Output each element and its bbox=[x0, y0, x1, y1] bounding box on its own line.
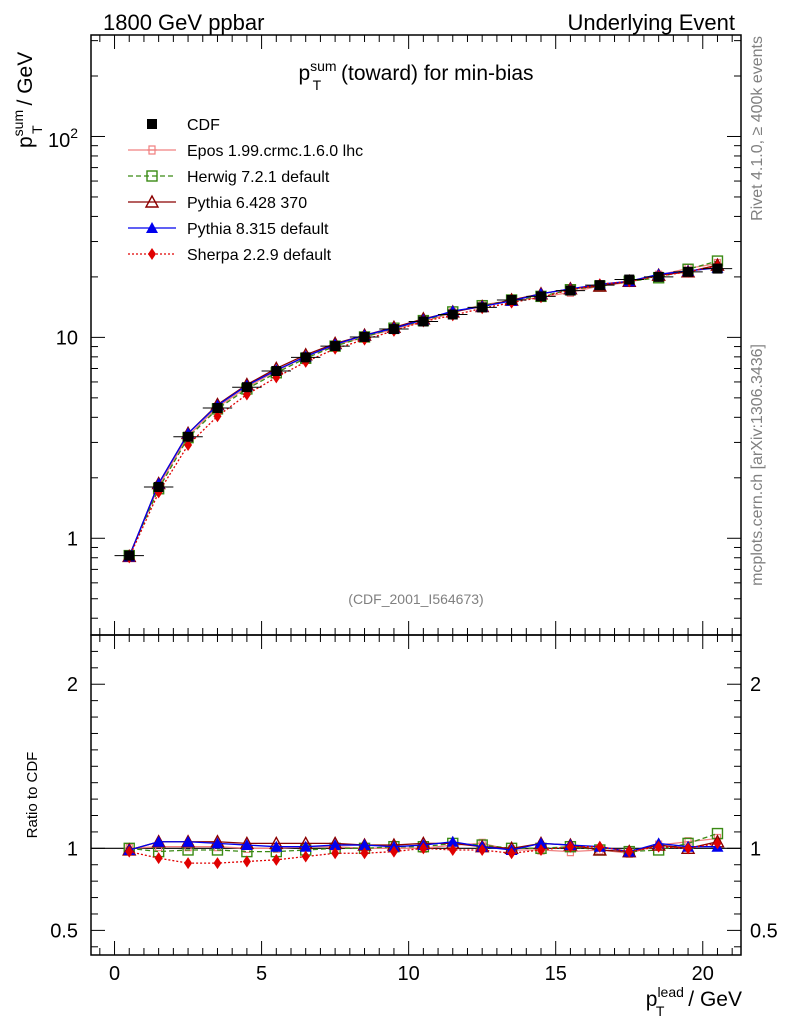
xlabel-rest: / GeV bbox=[682, 988, 742, 1011]
legend-marker-epos bbox=[147, 145, 157, 155]
title-sub: T bbox=[313, 77, 322, 93]
ratio-tick-label-right: 2 bbox=[750, 674, 761, 696]
legend-label-pythia6: Pythia 6.428 370 bbox=[187, 195, 307, 212]
y-tick-100-base: 10 bbox=[48, 130, 70, 152]
y-tick-100-exp: 2 bbox=[70, 125, 78, 141]
legend-label-cdf: CDF bbox=[187, 117, 220, 134]
ratio-point-sherpa bbox=[301, 850, 310, 863]
legend-marker-cdf bbox=[147, 119, 157, 129]
legend-marker-pythia8 bbox=[146, 222, 158, 233]
ratio-point-pythia8 bbox=[270, 840, 283, 852]
plot-title: psum T (toward) for min-bias bbox=[298, 58, 533, 93]
legend-marker-pythia6 bbox=[144, 194, 160, 208]
ratio-point-pythia8 bbox=[535, 837, 547, 849]
xlabel-sup: lead bbox=[657, 984, 683, 1000]
ratio-series-group bbox=[122, 827, 725, 870]
legend-label-sherpa: Sherpa 2.2.9 default bbox=[187, 247, 332, 264]
ratio-tick-label: 0.5 bbox=[50, 920, 78, 942]
rivet-label: Rivet 4.1.0, ≥ 400k events bbox=[749, 36, 766, 221]
ylabel-sub: T bbox=[29, 125, 45, 134]
y-tick-label: 1 bbox=[67, 528, 78, 550]
header-right: Underlying Event bbox=[567, 10, 735, 35]
ratio-point-sherpa bbox=[419, 842, 428, 855]
x-tick-label: 0 bbox=[109, 963, 120, 985]
ratio-point-sherpa bbox=[448, 843, 457, 856]
ratio-point-pythia8 bbox=[152, 835, 165, 847]
ratio-point-sherpa bbox=[595, 840, 604, 853]
title-sup: sum bbox=[310, 58, 336, 74]
y-axis-label: psum T / GeV bbox=[10, 52, 45, 148]
ratio-point-pythia8 bbox=[240, 839, 253, 851]
ratio-tick-label-right: 1 bbox=[750, 838, 761, 860]
ratio-point-sherpa bbox=[184, 857, 193, 870]
legend: CDF Epos 1.99.crmc.1.6.0 lhc Herwig 7.2.1 … bbox=[128, 117, 363, 264]
ratio-point-sherpa bbox=[331, 847, 340, 860]
y-tick-label: 10 bbox=[56, 327, 78, 349]
ratio-point-sherpa bbox=[654, 840, 663, 853]
ratio-point-sherpa bbox=[360, 847, 369, 860]
ratio-point-pythia8 bbox=[358, 839, 371, 851]
ylabel-main: p bbox=[14, 136, 37, 148]
ratio-point-sherpa bbox=[566, 840, 575, 853]
ylabel-rest: / GeV bbox=[14, 52, 37, 112]
point-sherpa bbox=[213, 410, 222, 423]
legend-marker-herwig bbox=[146, 170, 158, 182]
ratio-point-pythia8 bbox=[182, 835, 195, 847]
ratio-point-sherpa bbox=[125, 845, 134, 858]
ratio-tick-label-right: 0.5 bbox=[750, 920, 778, 942]
ratio-point-sherpa bbox=[213, 857, 222, 870]
title-rest: (toward) for min-bias bbox=[335, 62, 533, 85]
x-tick-label: 15 bbox=[545, 963, 567, 985]
ratio-point-pythia8 bbox=[446, 835, 459, 847]
main-series-group bbox=[114, 255, 733, 564]
legend-label-herwig: Herwig 7.2.1 default bbox=[187, 169, 330, 186]
ratio-point-sherpa bbox=[389, 845, 398, 858]
ratio-tick-label: 1 bbox=[67, 838, 78, 860]
x-tick-label: 10 bbox=[398, 963, 420, 985]
ratio-point-pythia8 bbox=[299, 840, 312, 852]
ratio-point-sherpa bbox=[684, 842, 693, 855]
x-tick-label: 5 bbox=[256, 963, 267, 985]
legend-label-pythia8: Pythia 8.315 default bbox=[187, 221, 329, 238]
ratio-y-axis-label: Ratio to CDF bbox=[24, 752, 41, 839]
legend-label-epos: Epos 1.99.crmc.1.6.0 lhc bbox=[187, 143, 363, 160]
ratio-point-sherpa bbox=[507, 847, 516, 860]
ratio-point-sherpa bbox=[154, 852, 163, 865]
ratio-line-sherpa bbox=[129, 842, 718, 864]
ratio-point-pythia8 bbox=[329, 839, 342, 851]
title-main: p bbox=[298, 62, 310, 85]
xlabel-main: p bbox=[646, 988, 658, 1011]
ratio-point-pythia8 bbox=[211, 837, 224, 849]
y-tick-label-100: 102 bbox=[48, 125, 78, 152]
mcplots-label: mcplots.cern.ch [arXiv:1306.3436] bbox=[749, 344, 766, 586]
point-sherpa bbox=[184, 439, 193, 452]
ratio-tick-label: 2 bbox=[67, 674, 78, 696]
ratio-point-sherpa bbox=[242, 855, 251, 868]
header-left: 1800 GeV ppbar bbox=[103, 10, 264, 35]
ratio-point-sherpa bbox=[625, 845, 634, 858]
ratio-point-sherpa bbox=[478, 843, 487, 856]
x-axis-label: plead T / GeV bbox=[646, 984, 742, 1019]
x-tick-label: 20 bbox=[692, 963, 714, 985]
ratio-point-sherpa bbox=[272, 853, 281, 866]
legend-marker-sherpa bbox=[148, 248, 156, 260]
ratio-point-sherpa bbox=[537, 843, 545, 856]
analysis-id: (CDF_2001_I564673) bbox=[348, 591, 483, 607]
ratio-panel-frame bbox=[90, 634, 742, 956]
xlabel-sub: T bbox=[656, 1003, 665, 1019]
series-line-herwig bbox=[128, 260, 718, 556]
ratio-point-sherpa bbox=[713, 837, 722, 850]
ylabel-sup: sum bbox=[10, 110, 26, 136]
